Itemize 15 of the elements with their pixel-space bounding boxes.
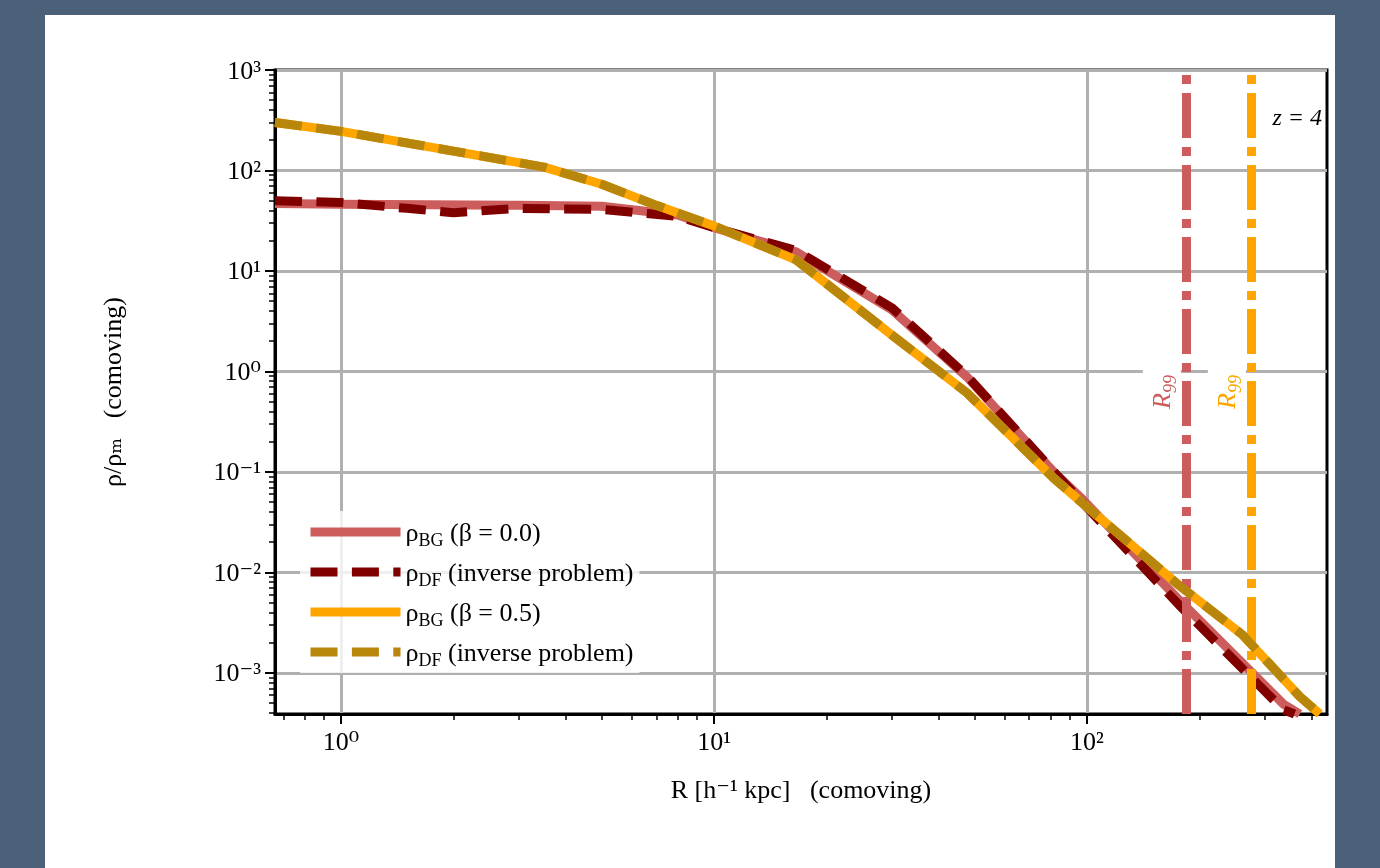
- y-tick-label: 10⁰: [224, 356, 261, 386]
- y-tick-label: 10⁻²: [213, 557, 262, 587]
- y-tick-label: 10²: [227, 155, 262, 185]
- y-tick-label: 10⁻¹: [213, 457, 261, 487]
- y-tick-label: 10¹: [227, 256, 261, 286]
- x-axis-title: R [h⁻¹ kpc] (comoving): [670, 774, 932, 804]
- ref-line-label: R99: [1147, 375, 1180, 410]
- x-tick-label: 10²: [1070, 726, 1105, 756]
- x-tick-label: 10⁰: [322, 726, 360, 756]
- y-tick-label: 10⁻³: [213, 658, 262, 688]
- y-tick-label: 10³: [227, 55, 262, 85]
- y-axis-title: ρ/ρₘ (comoving): [97, 297, 127, 487]
- x-tick-label: 10¹: [697, 726, 731, 756]
- annotation: z = 4: [1271, 104, 1323, 130]
- ref-line-label: R99: [1212, 375, 1245, 410]
